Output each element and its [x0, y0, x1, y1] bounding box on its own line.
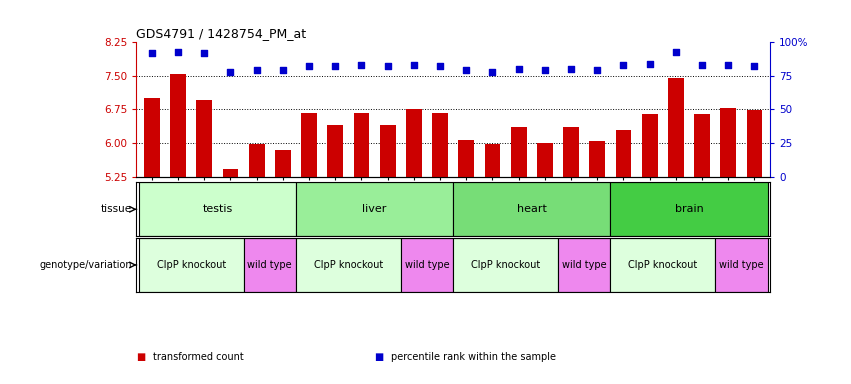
Text: ClpP knockout: ClpP knockout — [157, 260, 226, 270]
Point — [460, 68, 473, 74]
Bar — [401, 238, 453, 292]
Point — [407, 62, 420, 68]
Point — [381, 63, 395, 70]
Text: ■: ■ — [136, 352, 146, 362]
Point — [486, 69, 500, 75]
Bar — [610, 182, 768, 236]
Bar — [139, 238, 243, 292]
Point — [564, 66, 578, 72]
Point — [617, 62, 631, 68]
Bar — [248, 144, 265, 177]
Bar — [406, 109, 422, 177]
Point — [224, 69, 237, 75]
Text: ClpP knockout: ClpP knockout — [471, 260, 540, 270]
Text: wild type: wild type — [404, 260, 449, 270]
Bar — [432, 113, 448, 177]
Bar — [715, 238, 768, 292]
Text: brain: brain — [675, 204, 703, 214]
Bar — [296, 238, 401, 292]
Text: testis: testis — [203, 204, 232, 214]
Text: percentile rank within the sample: percentile rank within the sample — [391, 352, 557, 362]
Bar — [642, 114, 658, 177]
Point — [748, 63, 762, 70]
Bar — [694, 114, 710, 177]
Bar — [354, 113, 369, 177]
Point — [433, 63, 447, 70]
Point — [197, 50, 211, 56]
Text: wild type: wild type — [719, 260, 763, 270]
Text: ClpP knockout: ClpP knockout — [628, 260, 697, 270]
Bar — [296, 182, 453, 236]
Bar — [301, 113, 317, 177]
Text: transformed count: transformed count — [153, 352, 244, 362]
Bar — [459, 140, 474, 177]
Bar — [558, 238, 610, 292]
Bar — [484, 144, 500, 177]
Bar — [746, 110, 762, 177]
Point — [695, 62, 709, 68]
Bar — [139, 182, 296, 236]
Bar — [197, 101, 212, 177]
Point — [643, 61, 656, 67]
Text: GDS4791 / 1428754_PM_at: GDS4791 / 1428754_PM_at — [136, 26, 306, 40]
Text: wild type: wild type — [562, 260, 607, 270]
Bar — [380, 125, 396, 177]
Point — [302, 63, 316, 70]
Bar — [563, 127, 579, 177]
Bar — [590, 141, 605, 177]
Bar — [275, 150, 291, 177]
Bar — [453, 238, 558, 292]
Text: wild type: wild type — [248, 260, 292, 270]
Point — [171, 49, 185, 55]
Bar — [721, 108, 736, 177]
Bar — [610, 238, 715, 292]
Bar — [537, 142, 552, 177]
Point — [276, 68, 289, 74]
Text: ■: ■ — [374, 352, 384, 362]
Text: heart: heart — [517, 204, 546, 214]
Point — [591, 68, 604, 74]
Bar — [668, 78, 683, 177]
Bar — [453, 182, 610, 236]
Point — [669, 49, 683, 55]
Text: genotype/variation: genotype/variation — [39, 260, 132, 270]
Point — [511, 66, 525, 72]
Bar — [615, 130, 631, 177]
Point — [145, 50, 158, 56]
Bar — [328, 125, 343, 177]
Point — [355, 62, 368, 68]
Bar — [243, 238, 296, 292]
Bar — [511, 127, 527, 177]
Text: ClpP knockout: ClpP knockout — [314, 260, 383, 270]
Point — [538, 68, 551, 74]
Bar — [223, 169, 238, 177]
Text: tissue: tissue — [100, 204, 132, 214]
Text: liver: liver — [363, 204, 386, 214]
Bar — [170, 74, 186, 177]
Bar — [144, 98, 160, 177]
Point — [722, 62, 735, 68]
Point — [328, 63, 342, 70]
Point — [250, 68, 264, 74]
